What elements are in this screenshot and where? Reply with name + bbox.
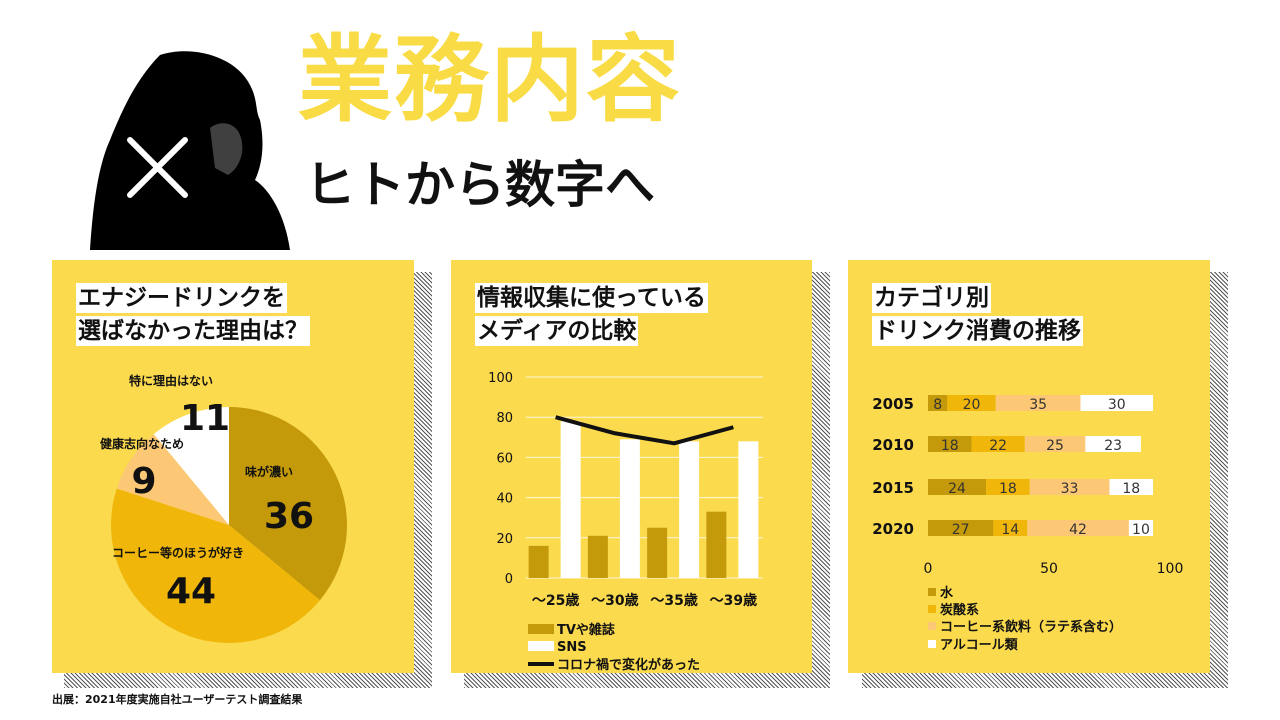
- y-tick-label: 2020: [872, 520, 914, 538]
- pie-value-label: 9: [131, 461, 156, 502]
- stacked-bar-segment: [928, 395, 948, 411]
- bar: [679, 441, 700, 578]
- y-tick-label: 2005: [872, 395, 914, 413]
- x-tick-label: ～30歳: [591, 592, 638, 609]
- data-label: 23: [1104, 438, 1122, 454]
- bar: [647, 527, 668, 578]
- x-tick-label: ～39歳: [710, 592, 757, 609]
- line-series: [555, 415, 734, 446]
- y-tick-label: 2015: [872, 479, 914, 497]
- stacked-bar-segment: [993, 520, 1028, 536]
- pie-label: 健康志向なため: [100, 436, 184, 451]
- y-tick-label: 2010: [872, 436, 914, 454]
- stacked-bar-segment: [1029, 479, 1110, 495]
- source-note: 出展：2021年度実施自社ユーザーテスト調査結果: [52, 693, 303, 706]
- pie-value-label: 44: [166, 571, 216, 612]
- stacked-bar-segment: [1109, 479, 1154, 495]
- stacked-bar-segment: [971, 436, 1025, 452]
- legend-label: 水: [940, 585, 954, 601]
- stacked-bar-segment: [947, 395, 996, 411]
- person-silhouette-icon: [90, 51, 290, 250]
- bar: [738, 441, 759, 578]
- stacked-bar-segment: [1128, 520, 1154, 536]
- panel-drinks: カテゴリ別 ドリンク消費の推移 2005 8 20 35 30 2010 18 22 25 23 2…: [848, 260, 1210, 673]
- stacked-bar-segment: [995, 395, 1081, 411]
- pie-value-label: 11: [180, 398, 230, 439]
- data-label: 8: [933, 397, 942, 413]
- y-tick-label: 60: [496, 451, 513, 466]
- data-label: 22: [989, 438, 1007, 454]
- x-tick-label: 100: [1157, 561, 1184, 577]
- data-label: 18: [999, 481, 1017, 497]
- y-tick-label: 0: [505, 572, 513, 587]
- panel-pie: エナジードリンクを 選ばなかった理由は？ 味が濃い 36 コーヒー等のほうが好き 44…: [52, 260, 414, 673]
- data-label: 10: [1132, 522, 1150, 538]
- page-title: 業務内容: [298, 26, 683, 135]
- stacked-bar-segment: [1024, 436, 1086, 452]
- data-label: 35: [1029, 397, 1047, 413]
- data-label: 30: [1108, 397, 1126, 413]
- pie-label: 特に理由はない: [129, 373, 213, 388]
- x-tick-label: 0: [924, 561, 933, 577]
- bar: [560, 421, 581, 578]
- stacked-bar-segment: [928, 520, 994, 536]
- panel-title: 情報収集に使っている メディアの比較: [475, 283, 708, 346]
- data-label: 27: [952, 522, 970, 538]
- legend-label: 炭酸系: [940, 602, 979, 618]
- legend-swatch: [528, 641, 554, 651]
- legend-label: TVや雑誌: [557, 622, 615, 638]
- stacked-bar-segment: [928, 436, 972, 452]
- pie-slice: [229, 407, 348, 601]
- legend-label: コーヒー系飲料（ラテ系含む）: [940, 619, 1122, 635]
- legend-label: SNS: [557, 640, 587, 655]
- stacked-bar-segment: [1080, 395, 1154, 411]
- stacked-bar-segment: [1027, 520, 1129, 536]
- legend-swatch: [528, 624, 554, 634]
- x-tick-label: ～35歳: [650, 592, 697, 609]
- legend-swatch: [928, 622, 936, 630]
- legend-label: コロナ禍で変化があった: [557, 657, 700, 673]
- drink-stacked-chart: 2005 8 20 35 30 2010 18 22 25 23 2015 24 18 33 18 2020 2…: [872, 395, 1184, 653]
- data-label: 14: [1001, 522, 1019, 538]
- cross-icon: [127, 137, 188, 198]
- data-label: 18: [941, 438, 959, 454]
- stacked-bar-segment: [986, 479, 1030, 495]
- panel-title: エナジードリンクを 選ばなかった理由は？: [76, 283, 310, 346]
- pie-slice: [116, 434, 229, 525]
- data-label: 18: [1122, 481, 1140, 497]
- pie-chart: 味が濃い 36 コーヒー等のほうが好き 44 健康志向なため 9 特に理由はない 11: [100, 373, 348, 643]
- pie-value-label: 36: [264, 496, 314, 537]
- bar: [706, 511, 727, 578]
- x-tick-label: 50: [1040, 561, 1058, 577]
- data-label: 25: [1046, 438, 1064, 454]
- x-tick-label: ～25歳: [532, 592, 579, 609]
- y-tick-label: 80: [496, 411, 513, 426]
- y-tick-label: 40: [496, 492, 513, 507]
- y-tick-label: 100: [488, 371, 513, 386]
- bar: [587, 535, 608, 578]
- pie-label: コーヒー等のほうが好き: [112, 545, 244, 560]
- data-label: 20: [963, 397, 981, 413]
- y-tick-label: 20: [496, 532, 513, 547]
- pie-label: 味が濃い: [245, 464, 293, 479]
- panel-title: カテゴリ別 ドリンク消費の推移: [872, 283, 1083, 346]
- page-subtitle: ヒトから数字へ: [305, 156, 655, 214]
- data-label: 42: [1069, 522, 1087, 538]
- pie-slice: [153, 407, 229, 525]
- media-bar-chart: 0 20 40 60 80 100 ～25歳 ～30歳 ～35歳 ～39歳 TVや雑誌 SNS コロナ禍…: [488, 371, 763, 673]
- data-label: 24: [948, 481, 966, 497]
- bar: [619, 439, 640, 578]
- stacked-bar-segment: [928, 479, 987, 495]
- legend-label: アルコール類: [940, 638, 1019, 653]
- panel-media: 情報収集に使っている メディアの比較 0 20 40 60 80 100 ～25歳 ～30歳 ～…: [451, 260, 812, 673]
- legend-swatch: [928, 640, 936, 648]
- data-label: 33: [1061, 481, 1079, 497]
- legend-swatch: [928, 605, 936, 613]
- bar: [528, 545, 549, 578]
- pie-slice: [110, 488, 320, 643]
- stacked-bar-segment: [1085, 436, 1141, 452]
- legend-swatch: [928, 588, 936, 596]
